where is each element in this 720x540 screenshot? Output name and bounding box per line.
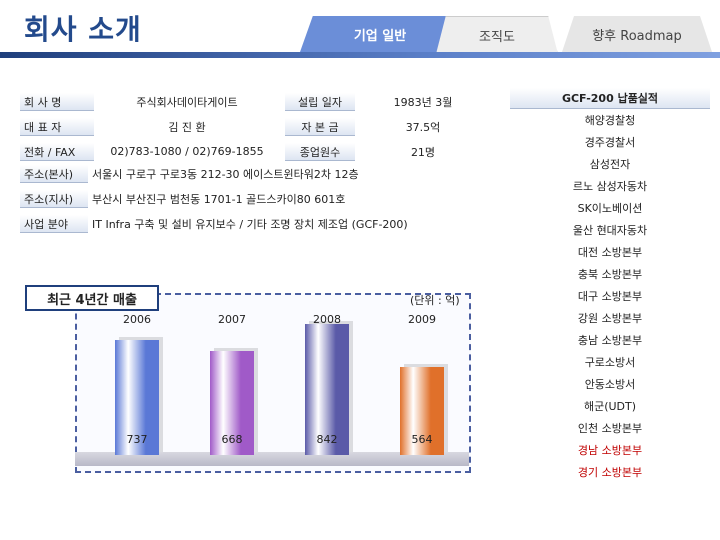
- ceo-value: 김 진 환: [168, 120, 206, 134]
- client-item: SK이노베이션: [577, 202, 643, 215]
- client-item: 강원 소방본부: [577, 312, 643, 325]
- client-item: 해양경찰청: [584, 114, 636, 127]
- chart-unit: (단위 : 억): [410, 294, 460, 307]
- client-item: 인천 소방본부: [577, 422, 643, 435]
- company-name-value: 주식회사데이타게이트: [136, 95, 238, 109]
- tab-roadmap[interactable]: 향후 Roadmap: [562, 16, 712, 52]
- client-item: 대전 소방본부: [577, 246, 643, 259]
- tab-company-general[interactable]: 기업 일반: [300, 16, 460, 52]
- capital-label: 자 본 금: [285, 118, 355, 136]
- company-name-label: 회 사 명: [20, 93, 94, 111]
- employees-value: 21명: [410, 145, 436, 159]
- client-item: 해군(UDT): [583, 400, 637, 413]
- client-item: 경주경찰서: [584, 136, 636, 149]
- client-item: 충북 소방본부: [577, 268, 643, 281]
- capital-value: 37.5억: [405, 120, 441, 134]
- founded-label: 설립 일자: [285, 93, 355, 111]
- client-item: 충남 소방본부: [577, 334, 643, 347]
- client-item: 르노 삼성자동차: [572, 180, 648, 193]
- business-field-value: IT Infra 구축 및 설비 유지보수 / 기타 조명 장치 제조업 (GC…: [92, 217, 408, 231]
- client-item: 구로소방서: [584, 356, 636, 369]
- page-title: 회사 소개: [24, 13, 142, 46]
- chart-title: 최근 4년간 매출: [25, 285, 159, 311]
- client-item: 안동소방서: [584, 378, 636, 391]
- header-divider: [0, 52, 720, 58]
- branch-address-value: 부산시 부산진구 범천동 1701-1 골드스카이80 601호: [92, 192, 346, 206]
- chart-floor: [75, 452, 469, 466]
- employees-label: 종업원수: [285, 143, 355, 161]
- branch-address-label: 주소(지사): [20, 190, 88, 208]
- founded-value: 1983년 3월: [393, 95, 453, 109]
- hq-address-label: 주소(본사): [20, 165, 88, 183]
- clients-header: GCF-200 납품실적: [510, 88, 710, 109]
- hq-address-value: 서울시 구로구 구로3동 212-30 에이스트윈타워2차 12층: [92, 167, 359, 181]
- ceo-label: 대 표 자: [20, 118, 94, 136]
- phone-value: 02)783-1080 / 02)769-1855: [110, 145, 264, 158]
- phone-label: 전화 / FAX: [20, 143, 94, 161]
- client-item: 경남 소방본부: [577, 444, 643, 457]
- tab-org-chart[interactable]: 조직도: [436, 16, 558, 54]
- client-item: 삼성전자: [589, 158, 631, 171]
- business-field-label: 사업 분야: [20, 215, 88, 233]
- chart-frame: [75, 293, 471, 473]
- client-item: 대구 소방본부: [577, 290, 643, 303]
- client-item: 경기 소방본부: [577, 466, 643, 479]
- client-item: 울산 현대자동차: [572, 224, 648, 237]
